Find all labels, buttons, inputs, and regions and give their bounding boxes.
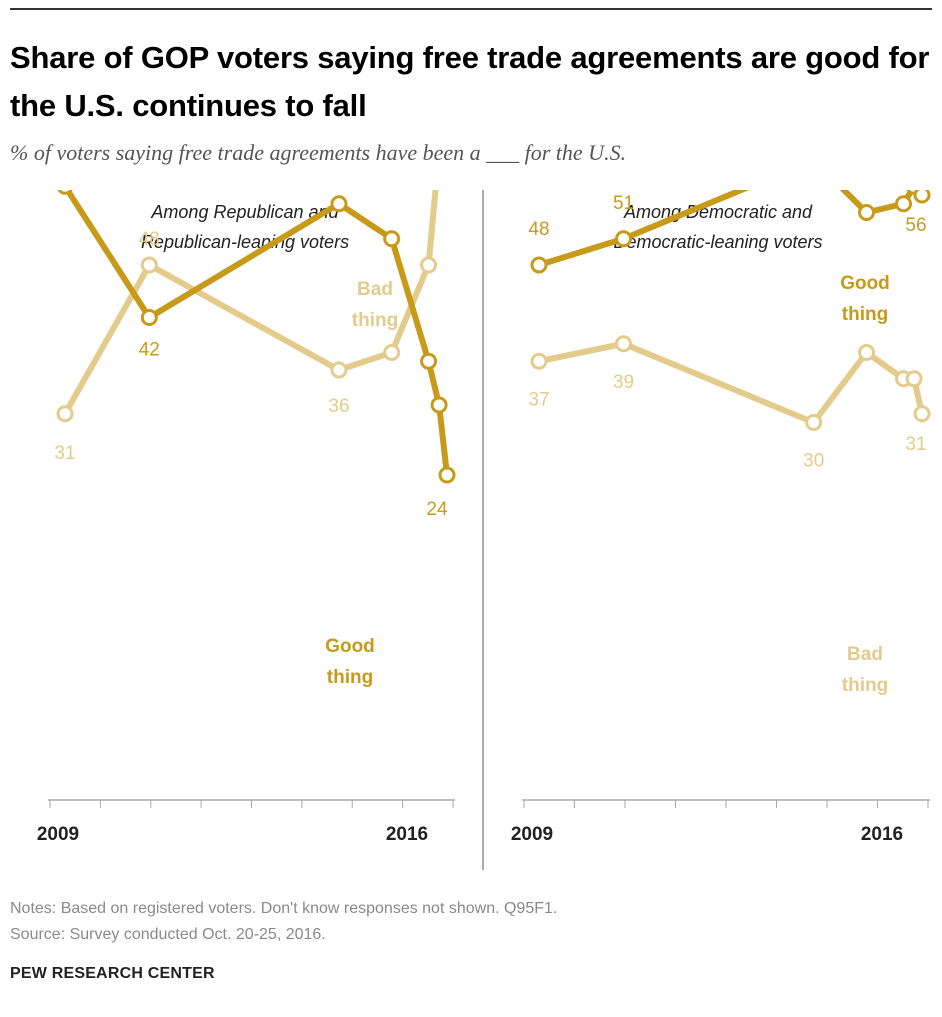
chart-panel-1: Among Republican and Republican-leaning v… — [37, 190, 456, 845]
top-rule — [10, 8, 932, 10]
charts-area: Among Republican and Republican-leaning v… — [37, 190, 931, 870]
data-point — [858, 204, 876, 221]
series-label-line: Good — [325, 636, 375, 657]
data-label: 31 — [905, 434, 926, 455]
data-label: 48 — [139, 229, 160, 250]
data-point — [430, 396, 448, 414]
series-line-bad — [62, 190, 439, 417]
series-label-line: Bad — [357, 279, 393, 300]
data-point — [140, 309, 158, 326]
data-point — [615, 230, 633, 248]
data-point — [438, 466, 456, 484]
data-point — [615, 335, 633, 353]
chart-subtitle: % of voters saying free trade agreements… — [10, 140, 627, 165]
data-point — [913, 405, 931, 423]
x-tick-label: 2009 — [511, 824, 553, 845]
data-label: 48 — [528, 219, 549, 240]
org-name: PEW RESEARCH CENTER — [10, 965, 215, 982]
series-label-line: thing — [327, 667, 373, 688]
x-tick-label: 2016 — [861, 824, 903, 845]
data-label: 42 — [139, 340, 160, 361]
data-label: 30 — [803, 451, 824, 472]
panel-subtitle-line: Among Democratic and — [623, 202, 813, 222]
data-point — [330, 361, 348, 379]
data-point — [420, 256, 438, 274]
data-point — [383, 230, 401, 248]
series-label-line: thing — [352, 310, 398, 331]
data-label: 31 — [54, 443, 75, 464]
series-label-line: Good — [840, 273, 890, 294]
data-label: 56 — [905, 215, 926, 236]
panel-subtitle: Among Republican and Republican-leaning v… — [141, 202, 349, 252]
chart-panel-2: Among Democratic and Democratic-leaning v… — [511, 190, 931, 845]
series-label-good: Good thing — [840, 273, 890, 325]
data-label: 36 — [328, 396, 349, 417]
chart-title: Share of GOP voters saying free trade ag… — [10, 40, 930, 123]
data-point — [805, 414, 823, 431]
series-label-line: thing — [842, 304, 888, 325]
data-label: 37 — [528, 389, 549, 410]
notes-text: Notes: Based on registered voters. Don't… — [10, 900, 558, 917]
data-point — [530, 256, 548, 274]
data-point — [420, 352, 438, 370]
notes-block: Notes: Based on registered voters. Don't… — [10, 896, 930, 948]
data-point — [913, 190, 931, 204]
series-label-line: Bad — [847, 644, 883, 665]
data-point — [895, 195, 913, 213]
data-label: 51 — [613, 193, 634, 214]
data-point — [140, 256, 158, 274]
data-point — [383, 344, 401, 361]
data-point — [330, 195, 348, 213]
data-point — [57, 190, 73, 195]
panel-subtitle-line: Among Republican and — [150, 202, 339, 222]
data-label: 39 — [613, 372, 634, 393]
series-label-bad: Bad thing — [352, 279, 398, 331]
series-label-bad: Bad thing — [842, 644, 888, 696]
series-label-line: thing — [842, 675, 888, 696]
x-tick-label: 2016 — [386, 824, 428, 845]
data-point — [905, 370, 923, 388]
data-label: 24 — [426, 499, 448, 520]
x-tick-label: 2009 — [37, 824, 79, 845]
data-point — [56, 405, 74, 423]
series-label-good: Good thing — [325, 636, 375, 688]
source-text: Source: Survey conducted Oct. 20-25, 201… — [10, 926, 326, 943]
data-point — [858, 344, 876, 361]
panel-subtitle-line: Democratic-leaning voters — [613, 232, 822, 252]
panel-subtitle-line: Republican-leaning voters — [141, 232, 349, 252]
data-point — [530, 352, 548, 370]
